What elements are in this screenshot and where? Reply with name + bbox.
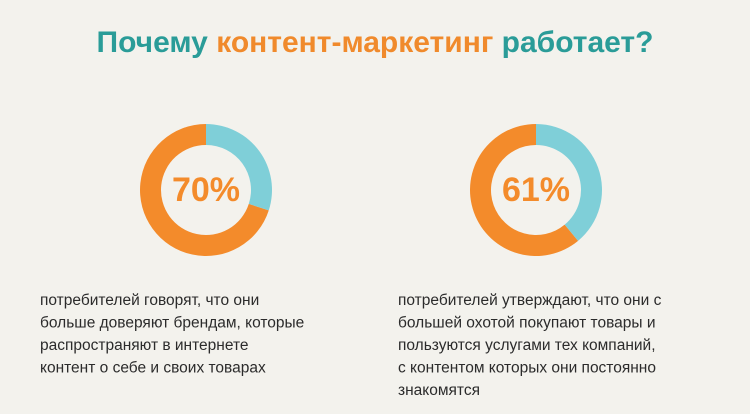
caption-line: пользуются услугами тех компаний, [398, 337, 656, 354]
donut-segment [206, 124, 272, 211]
caption-line: контент о себе и своих товарах [40, 360, 266, 377]
caption-line: большей охотой покупают товары и [398, 315, 655, 332]
title-part: контент-маркетинг [216, 26, 493, 59]
caption-line: с контентом которых они постоянно [398, 360, 656, 377]
title: Почему контент-маркетинг работает? [97, 26, 654, 59]
caption-line: потребителей говорят, что они [40, 292, 259, 309]
caption-line: потребителей утверждают, что они с [398, 292, 662, 309]
caption-line: знакомятся [398, 382, 480, 399]
donut-segment [536, 124, 602, 241]
title-part: работает? [493, 26, 653, 59]
caption-line: распространяют в интернете [40, 337, 249, 354]
caption-line: больше доверяют брендам, которые [40, 315, 304, 332]
donut-segment [469, 124, 579, 257]
title-part: Почему [97, 26, 217, 59]
value-label: 70% [172, 171, 240, 209]
donut-segment [140, 124, 269, 256]
value-label: 61% [502, 171, 570, 209]
